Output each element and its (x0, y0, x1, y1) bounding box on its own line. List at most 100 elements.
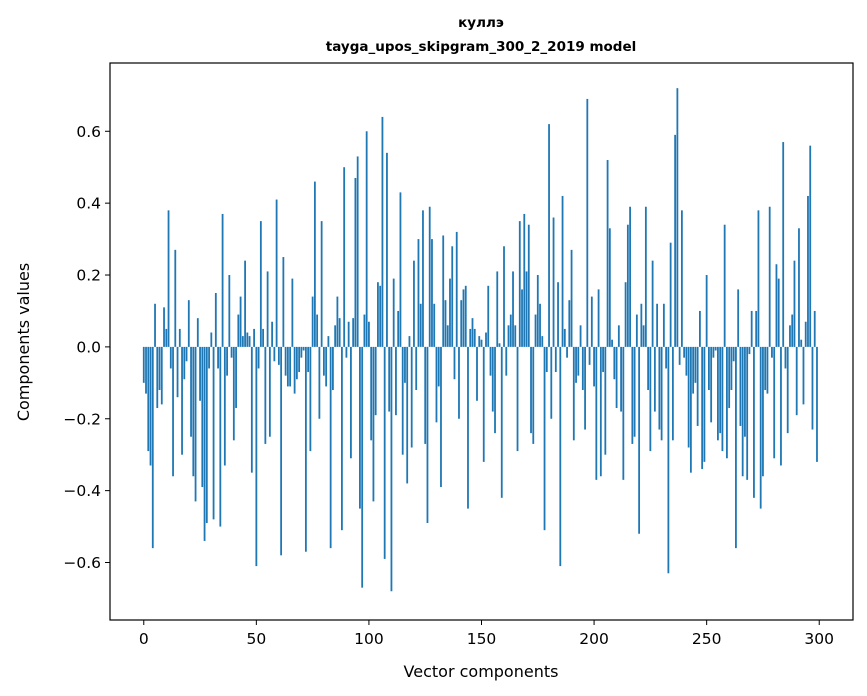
bar-126 (426, 346, 429, 523)
bar-161 (505, 346, 508, 376)
bar-272 (755, 310, 758, 347)
bar-185 (559, 346, 562, 567)
bar-114 (399, 192, 402, 347)
bar-209 (613, 346, 616, 380)
bar-261 (730, 346, 733, 391)
bar-73 (307, 346, 310, 373)
bar-108 (386, 152, 388, 347)
bar-175 (536, 275, 539, 347)
bar-14 (174, 249, 177, 347)
bar-159 (500, 346, 503, 498)
bar-48 (250, 346, 253, 473)
bar-82 (327, 336, 330, 347)
x-tick-label: 300 (804, 630, 834, 648)
bar-104 (377, 282, 379, 347)
bar-143 (464, 285, 467, 347)
bar-36 (223, 346, 226, 466)
bar-196 (584, 346, 586, 430)
bar-21 (190, 346, 192, 437)
bar-146 (471, 318, 474, 347)
bar-140 (458, 346, 460, 419)
bar-221 (640, 303, 643, 347)
bar-265 (739, 346, 742, 426)
bar-132 (440, 346, 442, 488)
bar-169 (523, 213, 526, 347)
bar-95 (356, 156, 359, 347)
bar-110 (390, 346, 393, 592)
bar-207 (608, 228, 611, 347)
bar-200 (593, 346, 595, 387)
bar-129 (433, 303, 436, 347)
bar-137 (451, 246, 454, 347)
bar-69 (298, 346, 301, 373)
bar-217 (631, 346, 634, 444)
bar-273 (757, 210, 760, 347)
bar-106 (381, 116, 384, 347)
bar-94 (354, 177, 357, 347)
bar-119 (410, 346, 413, 448)
bar-20 (187, 300, 190, 347)
bar-42 (237, 314, 240, 347)
bar-256 (719, 346, 722, 434)
bar-224 (647, 346, 650, 391)
bar-109 (388, 346, 391, 412)
bar-102 (372, 346, 375, 502)
bar-189 (568, 300, 571, 347)
bar-88 (341, 346, 343, 531)
bar-154 (489, 346, 492, 376)
bar-131 (437, 346, 440, 387)
bar-40 (232, 346, 235, 441)
bar-296 (809, 145, 812, 347)
bar-231 (662, 303, 665, 347)
y-tick-label: 0.0 (76, 338, 101, 356)
bar-111 (392, 278, 395, 347)
bar-163 (509, 314, 512, 347)
bar-50 (255, 346, 258, 567)
bar-235 (671, 346, 674, 441)
bar-series (142, 88, 818, 592)
bar-213 (622, 346, 625, 480)
bar-292 (800, 339, 803, 347)
bar-78 (318, 346, 321, 419)
bar-202 (597, 289, 600, 347)
bar-219 (635, 314, 638, 347)
x-axis-label: Vector components (404, 662, 559, 681)
bar-31 (212, 346, 215, 520)
bar-223 (644, 206, 647, 347)
bar-151 (482, 346, 485, 462)
bar-243 (689, 346, 692, 473)
bar-24 (196, 318, 199, 347)
bar-70 (300, 346, 303, 358)
bar-165 (514, 325, 517, 347)
bar-116 (404, 346, 406, 383)
bar-160 (503, 246, 505, 347)
bar-295 (807, 195, 809, 347)
bar-208 (611, 339, 613, 347)
bar-15 (176, 346, 179, 398)
bar-47 (248, 336, 251, 347)
bar-141 (460, 300, 463, 347)
bar-16 (178, 328, 181, 347)
bar-251 (708, 346, 710, 391)
y-tick-label: 0.4 (76, 195, 101, 213)
bar-59 (275, 199, 278, 347)
chart-subtitle: tayga_upos_skipgram_300_2_2019 model (326, 39, 637, 55)
bar-166 (516, 346, 519, 452)
bar-76 (313, 181, 316, 347)
bar-62 (282, 257, 285, 347)
bar-123 (419, 303, 422, 347)
bar-27 (203, 346, 206, 541)
bar-134 (444, 300, 447, 347)
bar-278 (768, 206, 771, 347)
bar-179 (545, 346, 548, 373)
bar-46 (246, 332, 249, 347)
bar-264 (737, 289, 740, 347)
bar-7 (158, 346, 161, 391)
bar-122 (417, 239, 420, 347)
bar-216 (629, 206, 631, 347)
bar-84 (332, 346, 334, 391)
bar-148 (476, 346, 478, 401)
bar-17 (181, 346, 183, 455)
bar-267 (744, 346, 746, 437)
